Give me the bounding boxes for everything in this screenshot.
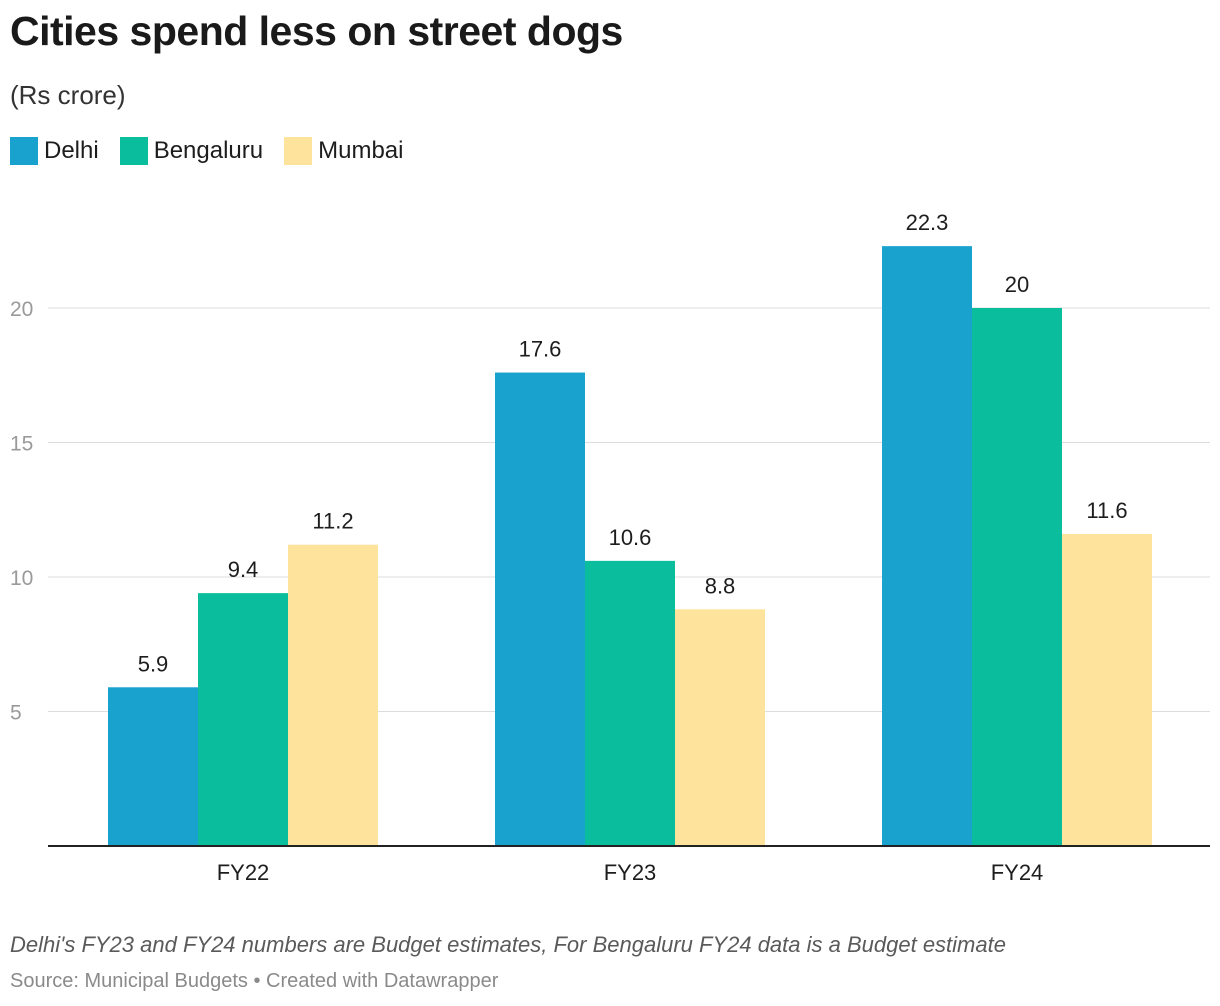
- legend-swatch-bengaluru: [119, 137, 148, 165]
- x-tick-label-fy23: FY23: [604, 860, 657, 885]
- bar-label-delhi-fy23: 17.6: [519, 337, 562, 362]
- x-tick-label-fy24: FY24: [991, 860, 1044, 885]
- legend-swatch-mumbai: [284, 137, 313, 165]
- x-axis-ticks: FY22 FY23 FY24: [217, 860, 1044, 885]
- bar-label-mumbai-fy24: 11.6: [1086, 498, 1127, 523]
- y-tick-label-15: 15: [10, 433, 33, 456]
- chart-note: Delhi's FY23 and FY24 numbers are Budget…: [10, 932, 1006, 957]
- bar-delhi-fy24: [882, 246, 972, 846]
- legend-label-delhi: Delhi: [44, 137, 99, 164]
- bar-delhi-fy22: [108, 687, 198, 846]
- bar-bengaluru-fy23: [585, 560, 675, 846]
- y-axis-ticks: 5 10 15 20: [10, 298, 33, 725]
- y-tick-label-10: 10: [10, 567, 33, 590]
- bar-label-bengaluru-fy22: 9.4: [228, 557, 259, 582]
- bar-mumbai-fy22: [288, 544, 378, 846]
- legend-item-bengaluru: Bengaluru: [119, 137, 264, 165]
- bar-mumbai-fy24: [1062, 533, 1152, 846]
- chart-source: Source: Municipal Budgets • Created with…: [10, 970, 499, 992]
- bar-label-bengaluru-fy23: 10.6: [609, 525, 652, 550]
- legend-swatch-delhi: [10, 137, 38, 165]
- bar-label-delhi-fy22: 5.9: [138, 651, 169, 676]
- x-tick-label-fy22: FY22: [217, 860, 270, 885]
- bar-label-bengaluru-fy24: 20: [1005, 272, 1029, 297]
- bar-delhi-fy23: [495, 372, 585, 846]
- bar-label-mumbai-fy23: 8.8: [705, 573, 736, 598]
- bar-label-delhi-fy24: 22.3: [906, 210, 949, 235]
- bar-mumbai-fy23: [675, 609, 765, 846]
- chart-subtitle: (Rs crore): [10, 80, 126, 110]
- bar-bengaluru-fy22: [198, 593, 288, 846]
- y-tick-label-5: 5: [10, 702, 22, 725]
- bar-value-labels: 5.9 9.4 11.2 17.6 10.6 8.8 22.3 20 11.6: [138, 210, 1128, 676]
- legend-item-mumbai: Mumbai: [284, 137, 403, 165]
- legend-item-delhi: Delhi: [10, 137, 99, 165]
- legend: Delhi Bengaluru Mumbai: [10, 137, 424, 165]
- chart-title: Cities spend less on street dogs: [10, 8, 623, 54]
- y-tick-label-20: 20: [10, 298, 33, 321]
- bar-bengaluru-fy24: [972, 308, 1062, 846]
- legend-label-bengaluru: Bengaluru: [153, 137, 264, 164]
- bar-label-mumbai-fy22: 11.2: [312, 509, 353, 534]
- bars: [108, 246, 1152, 846]
- legend-label-mumbai: Mumbai: [318, 137, 404, 164]
